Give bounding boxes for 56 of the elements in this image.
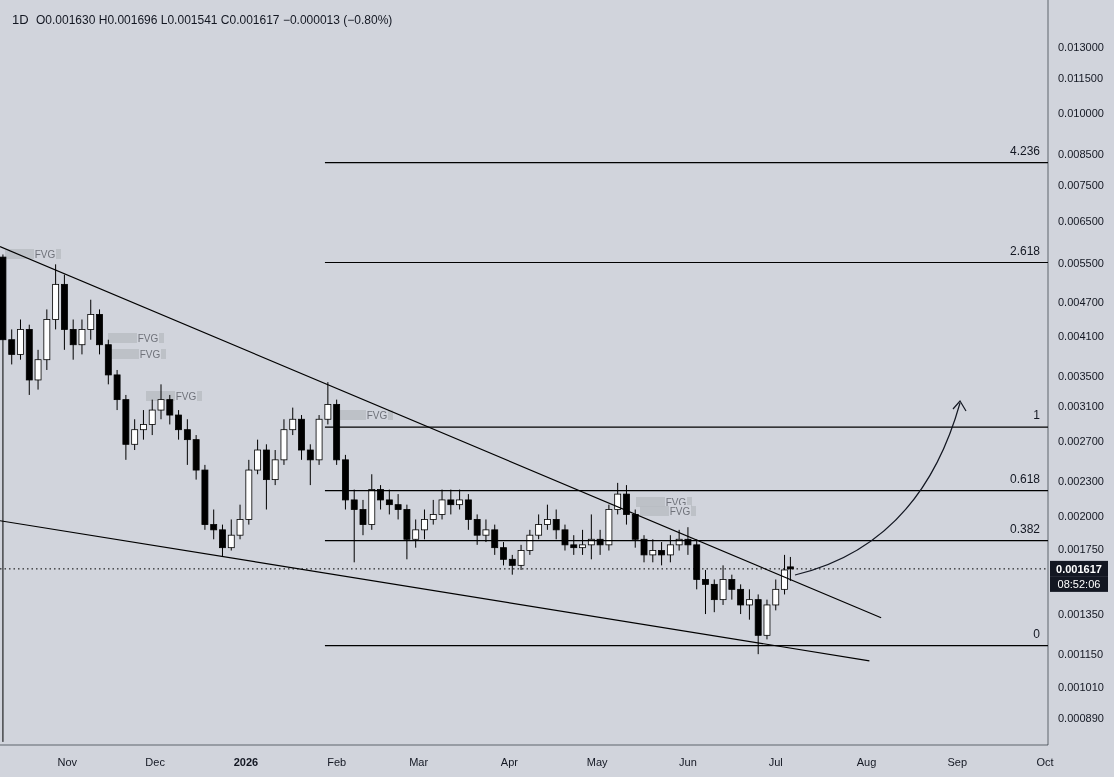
candlestick: [254, 439, 262, 475]
ref-line-label: 0.001617: [1056, 562, 1102, 575]
y-tick-label: 0.007500: [1058, 178, 1104, 191]
text: 1D: [12, 12, 29, 27]
series-label: 0.382: [1009, 521, 1041, 536]
y-tick-label: 0.002000: [1058, 509, 1104, 522]
candlestick: [737, 583, 745, 615]
series-label: 0.618: [1009, 471, 1041, 486]
x-tick-label: Nov: [57, 756, 78, 768]
candlestick: [702, 569, 709, 615]
annotation: FVG: [175, 391, 197, 402]
y-tick-label: 0.004100: [1058, 330, 1104, 343]
annotation: FVG: [139, 349, 161, 360]
y-tick-label: 0.013000: [1058, 41, 1104, 54]
candlestick: [544, 504, 551, 531]
y-tick-label: 0.001150: [1058, 648, 1104, 661]
candlestick: [175, 409, 182, 441]
x-tick-label: May: [586, 756, 609, 768]
y-tick-label: 0.005500: [1058, 256, 1104, 269]
candlestick: [464, 493, 472, 531]
series-label: 1: [1033, 408, 1041, 423]
y-tick-label: 0.011500: [1058, 71, 1104, 84]
y-tick-label: 0.006500: [1058, 214, 1104, 227]
x-tick-label: Aug: [856, 756, 877, 768]
y-tick-label: 0.008500: [1058, 147, 1104, 160]
series-label: 0: [1033, 626, 1041, 641]
series-label: 2.618: [1009, 243, 1041, 258]
text: 08:52:06: [1057, 577, 1101, 590]
y-tick-label: 0.001010: [1058, 680, 1104, 693]
y-tick-label: 0.003500: [1058, 369, 1104, 382]
y-tick-label: 0.004700: [1058, 295, 1104, 308]
annotation: FVG: [669, 506, 691, 517]
y-tick-label: 0.010000: [1058, 106, 1104, 119]
x-tick-label: Feb: [327, 756, 347, 768]
x-tick-label: Dec: [145, 756, 166, 768]
x-tick-label: Mar: [409, 756, 429, 768]
y-tick-label: 0.001350: [1058, 608, 1104, 621]
text: O0.001630 H0.001696 L0.001541 C0.001617 −0.000013 (−0.80%): [36, 13, 393, 27]
series-label: 4.236: [1009, 143, 1041, 158]
candlestick: [746, 588, 753, 621]
candlestick: [219, 524, 226, 557]
x-tick-label: Apr: [500, 756, 519, 768]
candlestick: [140, 409, 147, 441]
x-tick-label: Jul: [768, 756, 783, 768]
x-tick-label: Oct: [1036, 756, 1054, 768]
y-tick-label: 0.003100: [1058, 400, 1104, 412]
annotation: FVG: [34, 249, 56, 260]
y-tick-label: 0.002300: [1058, 474, 1104, 487]
y-tick-label: 0.001750: [1058, 543, 1104, 556]
annotation: FVG: [137, 333, 159, 344]
annotation: FVG: [366, 410, 388, 421]
x-tick-label: Jun: [679, 756, 697, 768]
y-tick-label: 0.002700: [1058, 434, 1104, 447]
x-tick-label: 2026: [233, 756, 259, 768]
x-tick-label: Sep: [947, 756, 968, 768]
y-tick-label: 0.000890: [1058, 712, 1104, 725]
